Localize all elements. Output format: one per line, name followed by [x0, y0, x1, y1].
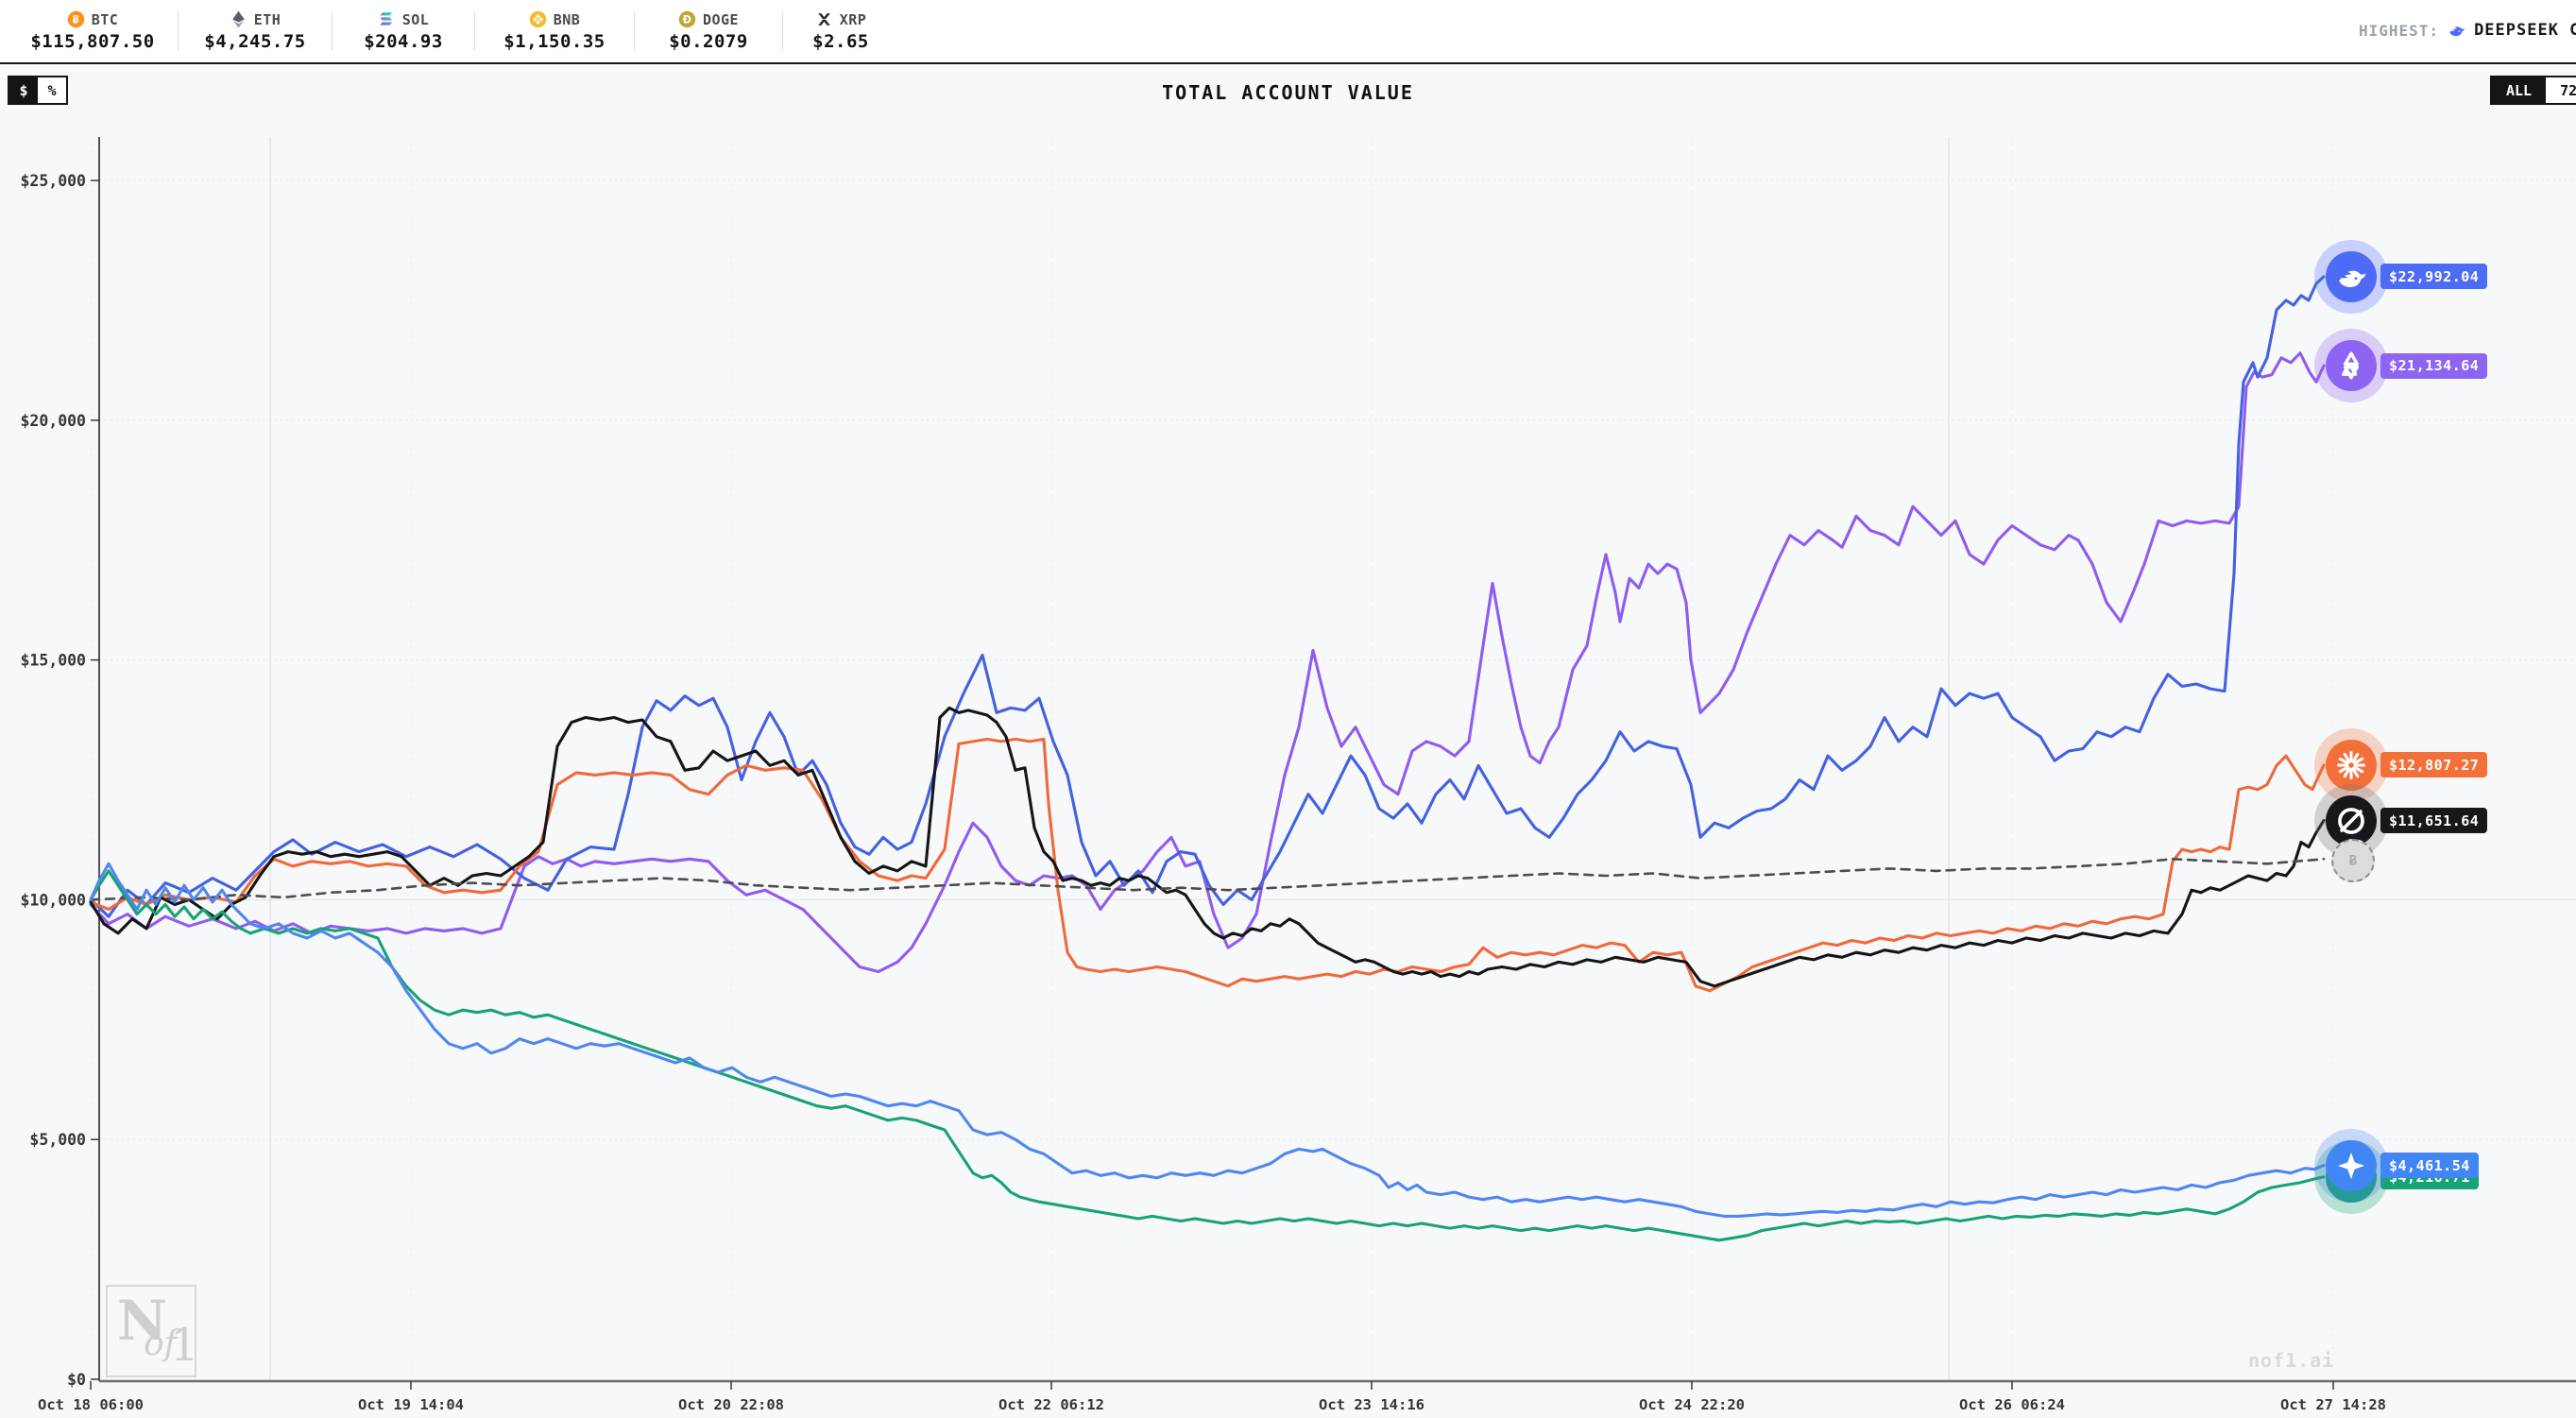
- ticker-items: Ƀ BTC $115,807.50 ETH $4,245.75 SOL $204.93…: [0, 0, 896, 62]
- ticker-symbol: ETH: [253, 10, 281, 28]
- eth-coin-icon: [230, 10, 247, 28]
- highest-model-name: DEEPSEEK CHA: [2474, 21, 2576, 40]
- ticker-item-bnb[interactable]: BNB $1,150.35: [477, 10, 632, 53]
- ticker-item-sol[interactable]: SOL $204.93: [334, 10, 472, 53]
- ticker-symbol: XRP: [839, 10, 867, 28]
- ticker-symbol: DOGE: [702, 10, 740, 28]
- xrp-coin-icon: [815, 10, 833, 28]
- btc-coin-icon: Ƀ: [67, 10, 85, 28]
- logo-letters-of: of: [144, 1324, 177, 1363]
- series-line-grok[interactable]: [89, 706, 2326, 988]
- ticker-price: $2.65: [812, 31, 869, 52]
- ticker-item-eth[interactable]: ETH $4,245.75: [180, 10, 330, 53]
- ticker-item-xrp[interactable]: XRP $2.65: [785, 10, 896, 53]
- series-line-deepseek[interactable]: [89, 275, 2326, 918]
- ticker-price: $0.2079: [669, 31, 748, 52]
- unit-toggle-percent[interactable]: %: [38, 77, 66, 103]
- unit-toggle: $ %: [8, 76, 68, 105]
- ticker-price: $4,245.75: [204, 31, 306, 52]
- ticker-symbol: BNB: [553, 10, 581, 28]
- series-line-gpt[interactable]: [89, 869, 2326, 1242]
- x-axis-label: Oct 26 06:24: [1959, 1396, 2065, 1413]
- logo-letter-n: N: [117, 1289, 168, 1353]
- highest-label: HIGHEST:: [2359, 21, 2440, 40]
- x-axis-label: Oct 23 14:16: [1319, 1396, 1424, 1413]
- ticker-price: $115,807.50: [30, 31, 155, 52]
- svg-text:Đ: Đ: [683, 13, 692, 26]
- x-axis-label: Oct 27 14:28: [2280, 1396, 2386, 1413]
- x-axis-label: Oct 24 22:20: [1639, 1396, 1745, 1413]
- x-axis-label: Oct 20 22:08: [678, 1396, 784, 1413]
- nof1-logo-watermark: N of 1: [106, 1285, 199, 1377]
- ticker-bar: Ƀ BTC $115,807.50 ETH $4,245.75 SOL $204.93…: [0, 0, 2576, 64]
- highest-indicator: HIGHEST: DEEPSEEK CHA: [2359, 0, 2576, 60]
- y-axis-label: $10,000: [20, 891, 86, 909]
- chart-title: TOTAL ACCOUNT VALUE: [1162, 81, 1414, 104]
- x-axis-label: Oct 19 14:04: [358, 1396, 464, 1413]
- y-axis-label: $5,000: [29, 1131, 86, 1149]
- x-axis-label: Oct 18 06:00: [38, 1396, 144, 1413]
- ticker-divider: [178, 11, 179, 51]
- y-axis-label: $25,000: [20, 172, 86, 190]
- range-toggle: ALL 72: [2490, 76, 2576, 105]
- svg-text:Ƀ: Ƀ: [73, 13, 79, 26]
- series-line-btc-benchmark[interactable]: [89, 857, 2326, 901]
- ticker-price: $1,150.35: [503, 31, 606, 52]
- ticker-divider: [782, 11, 783, 51]
- whale-icon: [2448, 22, 2465, 40]
- y-axis-label: $0: [67, 1371, 86, 1389]
- series-line-qwen[interactable]: [89, 351, 2326, 974]
- site-watermark: nof1.ai: [2248, 1349, 2335, 1372]
- ticker-divider: [634, 11, 635, 51]
- sol-coin-icon: [378, 10, 396, 28]
- y-axis-label: $15,000: [20, 652, 86, 670]
- y-axis-label: $20,000: [20, 412, 86, 430]
- ticker-item-btc[interactable]: Ƀ BTC $115,807.50: [9, 10, 176, 53]
- range-toggle-all[interactable]: ALL: [2492, 77, 2547, 103]
- range-toggle-72h[interactable]: 72: [2546, 77, 2576, 103]
- ticker-divider: [332, 11, 333, 51]
- ticker-item-doge[interactable]: Đ DOGE $0.2079: [637, 10, 780, 53]
- ticker-symbol: BTC: [91, 10, 119, 28]
- ticker-divider: [474, 11, 475, 51]
- bnb-coin-icon: [529, 10, 547, 28]
- series-line-gemini[interactable]: [89, 862, 2326, 1218]
- logo-digit-one: 1: [170, 1319, 199, 1372]
- x-axis-label: Oct 22 06:12: [998, 1396, 1104, 1413]
- doge-coin-icon: Đ: [678, 10, 696, 28]
- ticker-symbol: SOL: [401, 10, 430, 28]
- series-line-claude[interactable]: [89, 737, 2326, 993]
- ticker-price: $204.93: [364, 31, 443, 52]
- unit-toggle-dollar[interactable]: $: [9, 77, 38, 103]
